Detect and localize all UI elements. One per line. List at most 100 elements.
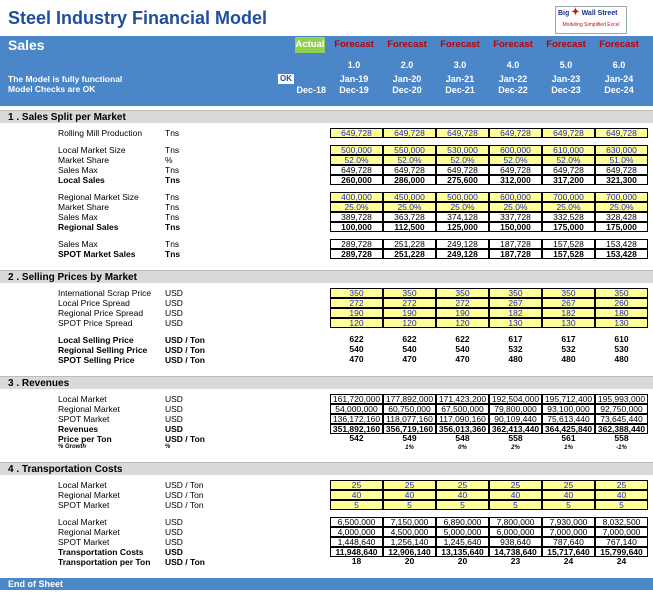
input-cell[interactable]: 649,728 [542, 128, 595, 138]
value-cell: 530 [614, 344, 629, 354]
row-unit: USD [165, 394, 183, 404]
input-cell[interactable]: 649,728 [330, 128, 383, 138]
input-cell[interactable]: 630,000 [595, 145, 648, 155]
value-cell: 7,000,000 [595, 527, 648, 537]
input-cell[interactable]: 649,728 [436, 128, 489, 138]
input-cell[interactable]: 120 [330, 318, 383, 328]
input-cell[interactable]: 500,000 [330, 145, 383, 155]
input-cell[interactable]: 182 [489, 308, 542, 318]
input-cell[interactable]: 120 [383, 318, 436, 328]
input-cell[interactable]: 500,000 [436, 192, 489, 202]
input-cell[interactable]: 5 [489, 500, 542, 510]
value-cell: 79,800,000 [489, 404, 542, 414]
row-label: Local Market [58, 394, 107, 404]
input-cell[interactable]: 610,000 [542, 145, 595, 155]
input-cell[interactable]: 25.0% [383, 202, 436, 212]
input-cell[interactable]: 190 [383, 308, 436, 318]
row-unit: Tns [165, 128, 180, 138]
input-cell[interactable]: 25.0% [595, 202, 648, 212]
value-cell: 75,613,440 [542, 414, 595, 424]
input-cell[interactable]: 350 [330, 288, 383, 298]
value-cell: 153,428 [595, 249, 648, 259]
value-cell: 321,300 [595, 175, 648, 185]
input-cell[interactable]: 5 [436, 500, 489, 510]
input-cell[interactable]: 190 [436, 308, 489, 318]
input-cell[interactable]: 25 [542, 480, 595, 490]
input-cell[interactable]: 40 [330, 490, 383, 500]
input-cell[interactable]: 350 [595, 288, 648, 298]
row-unit: USD / Ton [165, 355, 205, 365]
input-cell[interactable]: 5 [542, 500, 595, 510]
input-cell[interactable]: 267 [542, 298, 595, 308]
value-cell: 54,000,000 [330, 404, 383, 414]
value-cell: 561 [561, 433, 576, 443]
input-cell[interactable]: 52.0% [436, 155, 489, 165]
input-cell[interactable]: 700,000 [542, 192, 595, 202]
value-cell: 23 [510, 556, 521, 566]
input-cell[interactable]: 530,000 [436, 145, 489, 155]
input-cell[interactable]: 450,000 [383, 192, 436, 202]
input-cell[interactable]: 52.0% [542, 155, 595, 165]
input-cell[interactable]: 130 [595, 318, 648, 328]
row-unit: USD [165, 547, 183, 557]
input-cell[interactable]: 649,728 [383, 128, 436, 138]
input-cell[interactable]: 25.0% [330, 202, 383, 212]
value-cell: 249,128 [436, 239, 489, 249]
row-unit: USD / Ton [165, 434, 205, 444]
input-cell[interactable]: 52.0% [330, 155, 383, 165]
value-cell: 4,000,000 [330, 527, 383, 537]
forecast-label: Forecast [599, 39, 639, 50]
input-cell[interactable]: 40 [595, 490, 648, 500]
row-unit: USD [165, 537, 183, 547]
input-cell[interactable]: 180 [595, 308, 648, 318]
input-cell[interactable]: 272 [436, 298, 489, 308]
row-unit: USD [165, 517, 183, 527]
row-label: Local Market Size [58, 145, 126, 155]
input-cell[interactable]: 649,728 [595, 128, 648, 138]
value-cell: 938,640 [489, 537, 542, 547]
input-cell[interactable]: 350 [436, 288, 489, 298]
input-cell[interactable]: 40 [383, 490, 436, 500]
input-cell[interactable]: 190 [330, 308, 383, 318]
input-cell[interactable]: 267 [489, 298, 542, 308]
input-cell[interactable]: 51.0% [595, 155, 648, 165]
input-cell[interactable]: 25 [436, 480, 489, 490]
input-cell[interactable]: 350 [542, 288, 595, 298]
row-label: Regional Selling Price [58, 345, 148, 355]
value-cell: 356,719,160 [383, 424, 436, 434]
input-cell[interactable]: 25 [595, 480, 648, 490]
input-cell[interactable]: 40 [489, 490, 542, 500]
input-cell[interactable]: 40 [542, 490, 595, 500]
input-cell[interactable]: 350 [383, 288, 436, 298]
input-cell[interactable]: 260 [595, 298, 648, 308]
input-cell[interactable]: 25 [489, 480, 542, 490]
input-cell[interactable]: 25.0% [542, 202, 595, 212]
input-cell[interactable]: 5 [383, 500, 436, 510]
input-cell[interactable]: 25.0% [489, 202, 542, 212]
input-cell[interactable]: 400,000 [330, 192, 383, 202]
input-cell[interactable]: 130 [489, 318, 542, 328]
value-cell: 649,728 [542, 165, 595, 175]
input-cell[interactable]: 52.0% [489, 155, 542, 165]
company-logo: Big ✦ Wall Street Modeling Simplified Ex… [555, 6, 627, 34]
input-cell[interactable]: 40 [436, 490, 489, 500]
row-unit: Tns [165, 212, 180, 222]
input-cell[interactable]: 25.0% [436, 202, 489, 212]
input-cell[interactable]: 649,728 [489, 128, 542, 138]
input-cell[interactable]: 350 [489, 288, 542, 298]
input-cell[interactable]: 52.0% [383, 155, 436, 165]
input-cell[interactable]: 5 [330, 500, 383, 510]
input-cell[interactable]: 272 [383, 298, 436, 308]
input-cell[interactable]: 700,000 [595, 192, 648, 202]
input-cell[interactable]: 272 [330, 298, 383, 308]
input-cell[interactable]: 25 [330, 480, 383, 490]
input-cell[interactable]: 550,000 [383, 145, 436, 155]
input-cell[interactable]: 182 [542, 308, 595, 318]
input-cell[interactable]: 120 [436, 318, 489, 328]
input-cell[interactable]: 600,000 [489, 192, 542, 202]
input-cell[interactable]: 130 [542, 318, 595, 328]
input-cell[interactable]: 25 [383, 480, 436, 490]
row-label: Regional Market [58, 490, 120, 500]
input-cell[interactable]: 5 [595, 500, 648, 510]
input-cell[interactable]: 600,000 [489, 145, 542, 155]
